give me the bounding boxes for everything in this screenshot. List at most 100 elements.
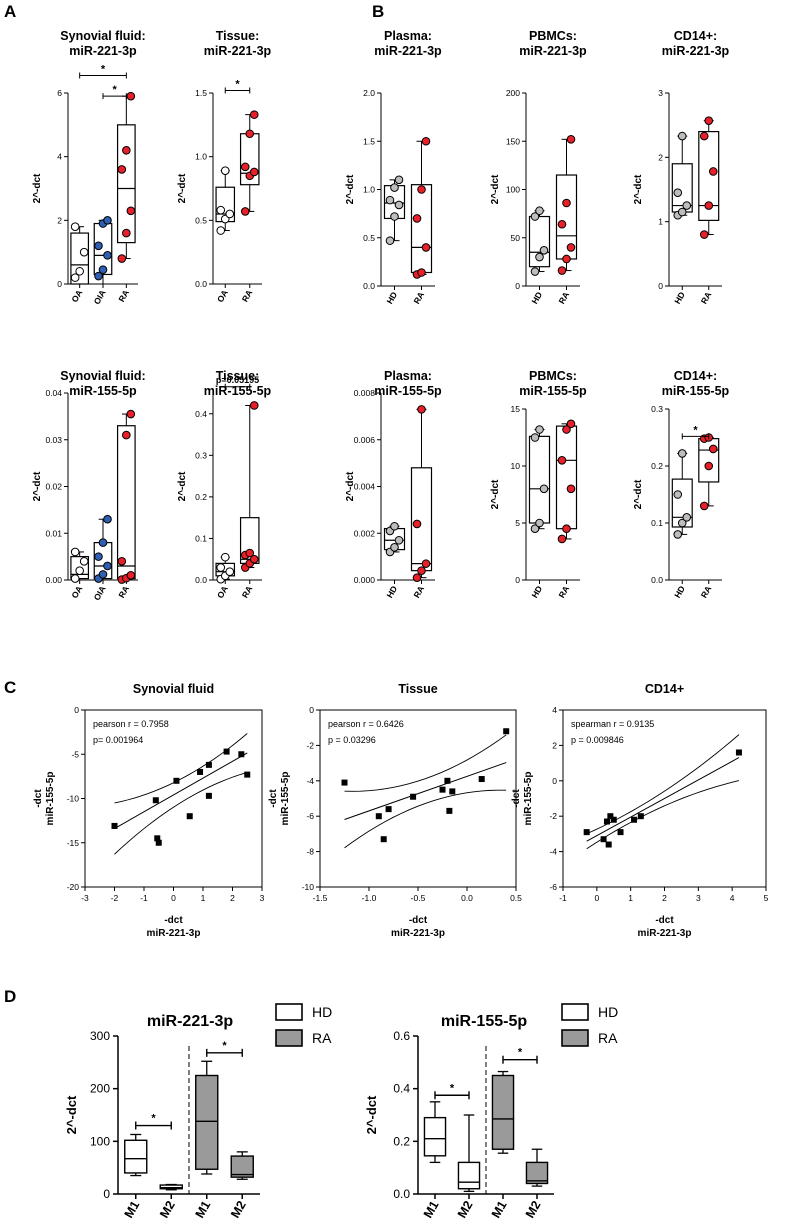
y-tick-label: 4	[57, 152, 62, 162]
legend-label: RA	[598, 1030, 618, 1046]
legend-label: HD	[312, 1004, 332, 1020]
y-tick-label: 0	[515, 575, 520, 585]
ci-lower	[586, 780, 740, 850]
data-point	[70, 273, 80, 282]
data-point	[103, 216, 112, 225]
y-axis-label: 2^-dct	[64, 1095, 79, 1134]
fit-line	[344, 762, 507, 820]
data-point	[503, 728, 510, 735]
data-point	[103, 514, 112, 524]
y-tick-label: 0.2	[195, 492, 207, 502]
y-tick-label: 0.000	[354, 575, 376, 585]
data-point	[677, 518, 687, 528]
y-axis-label: 2^-dct	[32, 471, 43, 501]
y-tick-label: 150	[506, 136, 520, 146]
y-tick-label: 0.2	[651, 461, 663, 471]
y-tick-label: 5	[515, 518, 520, 528]
y-tick-label: 0.4	[393, 1082, 410, 1096]
legend-swatch	[561, 1029, 589, 1047]
data-point	[530, 524, 540, 534]
x-tick-label: HD	[672, 584, 687, 600]
y-tick-label: 0.01	[45, 528, 62, 538]
chart-title: miR-221-3p	[519, 44, 587, 58]
y-axis-label: 2^-dct	[177, 471, 188, 501]
x-axis-label: miR-221-3p	[391, 928, 445, 939]
stat-text: spearman r = 0.9135	[571, 719, 654, 729]
chart-title: miR-155-5p	[441, 1013, 527, 1030]
x-tick-label: 4	[730, 893, 735, 903]
chart-title: miR-155-5p	[662, 384, 730, 398]
x-tick-label: 1	[201, 893, 206, 903]
x-tick-label: 2	[230, 893, 235, 903]
data-point	[603, 818, 610, 825]
data-point	[223, 748, 230, 755]
y-tick-label: 10	[511, 461, 521, 471]
data-point	[417, 566, 426, 575]
data-point	[535, 425, 544, 434]
data-point	[417, 185, 426, 194]
data-point	[439, 786, 446, 793]
box	[698, 131, 720, 221]
data-point	[535, 518, 544, 528]
chart-title: Tissue:	[216, 369, 260, 383]
x-tick-label: RA	[556, 584, 571, 600]
chart-title: miR-221-3p	[374, 44, 442, 58]
y-tick-label: 0.0	[195, 279, 207, 289]
x-tick-label: OA	[69, 288, 84, 304]
data-point	[708, 167, 718, 176]
data-point	[421, 243, 431, 252]
y-tick-label: -10	[302, 882, 315, 892]
data-point	[79, 247, 89, 257]
legend-label: HD	[598, 1004, 618, 1020]
panel-label-c: C	[4, 678, 16, 697]
boxplot-a2: Tissue:miR-221-3p 0.0 0.5 1.0 1.5 2^-dct OA RA *	[177, 29, 272, 304]
stat-text: p = 0.03296	[328, 735, 376, 745]
x-tick-label: M1	[193, 1198, 214, 1220]
data-point	[111, 822, 118, 829]
x-tick-label: RA	[116, 584, 131, 600]
chart-title: miR-155-5p	[69, 384, 137, 398]
x-tick-label: M2	[455, 1198, 476, 1220]
scatter-c2: Tissue -1.5 -1.0 -0.5 0.0 0.5 -10 -8 -6 -4 -2 0 -dct…	[268, 682, 522, 939]
y-axis-label: -dct	[511, 789, 522, 808]
chart-title: CD14+	[645, 682, 684, 696]
box	[698, 438, 720, 483]
y-axis-label: 2^-dct	[345, 174, 356, 204]
box	[555, 425, 578, 530]
x-tick-label: 2	[662, 893, 667, 903]
x-tick-label: RA	[699, 290, 714, 306]
data-point	[566, 484, 576, 494]
boxplot-a1: Synovial fluid:miR-221-3p 0 2 4 6 2^-dct OA OIA…	[32, 29, 146, 306]
data-point	[70, 547, 80, 557]
y-axis-label: miR-155-5p	[523, 772, 534, 826]
panel-label-a: A	[4, 2, 16, 21]
y-tick-label: 0.0	[651, 575, 663, 585]
y-tick-label: 0.0	[195, 575, 207, 585]
y-tick-label: 1	[658, 217, 663, 227]
y-tick-label: 6	[57, 88, 62, 98]
data-point	[75, 266, 84, 276]
boxplot-b6: CD14+:miR-155-5p 0.0 0.1 0.2 0.3 2^-dct HD RA *	[633, 369, 730, 600]
data-point	[539, 245, 549, 255]
data-point	[122, 228, 131, 238]
legend-label: RA	[312, 1030, 332, 1046]
y-tick-label: -2	[549, 811, 557, 821]
y-tick-label: 200	[506, 88, 520, 98]
data-point	[637, 813, 644, 820]
data-point	[220, 166, 230, 175]
data-point	[704, 116, 714, 125]
x-tick-label: 5	[764, 893, 769, 903]
data-point	[562, 254, 571, 264]
data-point	[341, 779, 348, 786]
chart-title: Synovial fluid:	[60, 369, 145, 383]
x-tick-label: RA	[116, 288, 131, 304]
data-point	[530, 212, 540, 221]
y-tick-label: 0.2	[393, 1134, 410, 1148]
y-tick-label: -15	[67, 838, 80, 848]
data-point	[197, 768, 204, 775]
chart-title: miR-221-3p	[204, 44, 272, 58]
y-tick-label: 0.02	[45, 482, 62, 492]
data-point	[70, 574, 80, 583]
data-point	[607, 813, 614, 820]
